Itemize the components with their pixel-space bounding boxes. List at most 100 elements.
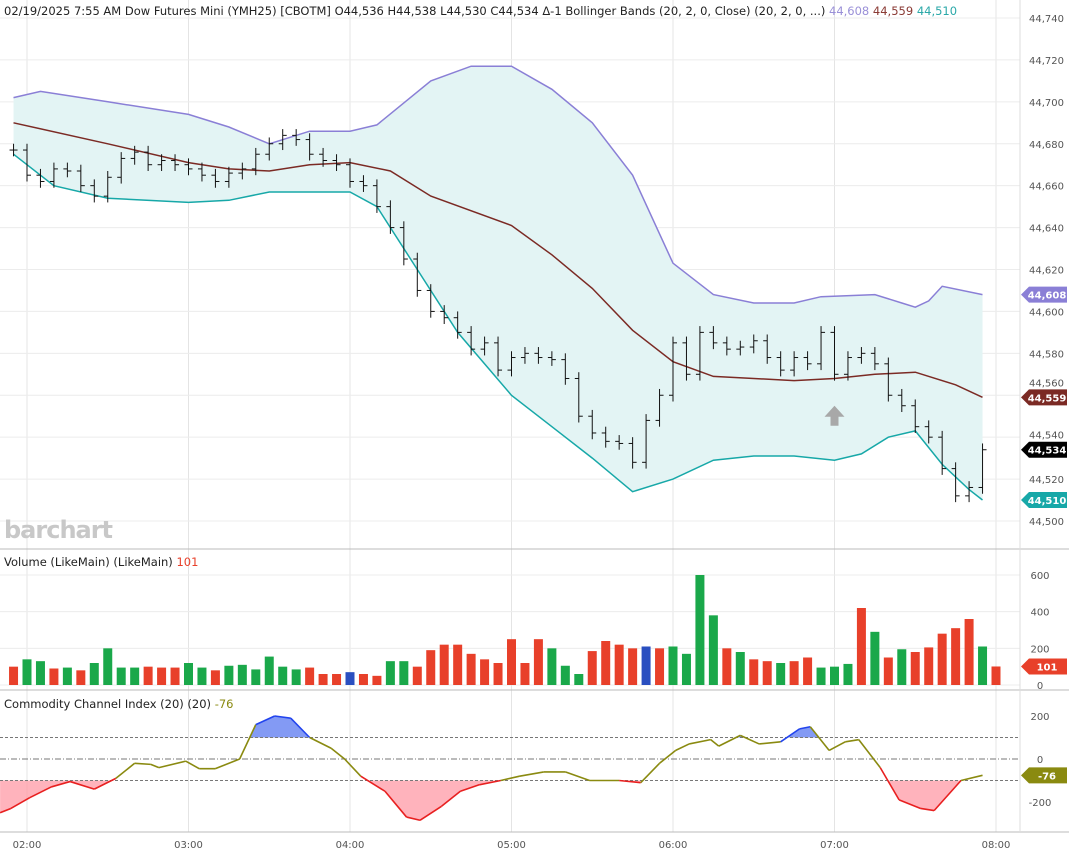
x-tick-label: 02:00 [13, 840, 42, 851]
volume-bar [762, 661, 772, 685]
volume-tag: 101 [1021, 658, 1067, 675]
volume-tag-text: 101 [1037, 662, 1058, 673]
price-bar [130, 145, 139, 165]
volume-tick-label: 0 [1037, 681, 1043, 692]
volume-bar [749, 659, 759, 685]
cci-label[interactable]: Commodity Channel Index (20) (20) [4, 697, 212, 711]
price-bar [413, 252, 422, 297]
volume-bar [76, 670, 86, 685]
cci-line-segment [828, 741, 846, 752]
upper-band-tag: 44,608 [1021, 286, 1067, 303]
indicator-label[interactable]: Bollinger Bands (20, 2, 0, Close) (20, 2… [565, 4, 826, 18]
volume-bar [89, 663, 99, 685]
last-price-tag-text: 44,534 [1028, 446, 1067, 457]
cci-line-segment [255, 715, 275, 726]
volume-bar [385, 661, 395, 685]
cci-line-segment [238, 724, 257, 760]
cci-line-segment [898, 799, 921, 810]
bollinger-band-fill [13, 66, 983, 501]
cci-value: -76 [214, 697, 234, 711]
price-bar [319, 147, 328, 167]
cci-line-segment [920, 807, 935, 812]
middle-band-tag-text: 44,559 [1028, 393, 1067, 404]
price-tick-label: 44,680 [1029, 140, 1064, 151]
cci-line-segment [69, 780, 95, 790]
price-bar [157, 154, 166, 171]
lower-band-value: 44,510 [916, 4, 958, 18]
price-bar [547, 351, 556, 366]
price-bar [184, 158, 193, 176]
cci-line-segment [115, 762, 136, 779]
cci-line-segment [619, 779, 641, 784]
price-bar [534, 347, 543, 364]
volume-bar [816, 667, 826, 685]
cci-line-segment [565, 771, 590, 782]
cci-line-segment [933, 779, 962, 812]
cci-line-segment [710, 739, 720, 747]
price-bar [426, 284, 435, 318]
volume-bar [560, 665, 570, 685]
volume-bar [197, 667, 207, 685]
volume-bar [170, 667, 180, 685]
price-bar [507, 351, 516, 377]
cci-header: Commodity Channel Index (20) (20) -76 [4, 697, 233, 711]
price-bar [857, 347, 866, 364]
lower-band-tag: 44,510 [1021, 492, 1067, 509]
volume-bar [507, 639, 516, 685]
price-bar [171, 154, 180, 171]
price-tick-label: 44,600 [1029, 307, 1064, 318]
price-bar [749, 334, 758, 354]
volume-bar [789, 661, 799, 685]
cci-line-segment [640, 762, 661, 784]
cci-line-segment [290, 717, 311, 739]
price-bar [628, 437, 637, 469]
volume-bar [574, 674, 584, 685]
cci-line-segment [780, 728, 800, 743]
change-value: Δ-1 [542, 4, 562, 18]
price-bar [615, 435, 624, 450]
cci-line-segment [519, 771, 544, 777]
price-bar [911, 399, 920, 433]
volume-bar [358, 674, 368, 685]
cci-line-segment [134, 762, 151, 766]
price-bar [830, 326, 839, 381]
upper-band-line [13, 65, 983, 309]
price-bar [763, 334, 772, 364]
cci-line-segment [150, 763, 160, 769]
cci-line-segment [759, 741, 781, 745]
cci-line-segment [215, 758, 240, 770]
volume-label[interactable]: Volume (LikeMain) (LikeMain) [4, 555, 173, 569]
price-tick-label: 44,700 [1029, 98, 1064, 109]
price-bar [265, 137, 274, 161]
cci-line-segment [330, 747, 346, 760]
cci-line-segment [274, 715, 291, 719]
cci-line-segment [158, 760, 186, 769]
volume-bar [533, 639, 543, 685]
price-bar [346, 158, 354, 188]
cci-line-segment [93, 777, 117, 790]
volume-bar [345, 672, 355, 685]
volume-bar [587, 651, 597, 685]
cci-line-segment [688, 738, 711, 745]
open-value: O44,536 [334, 4, 384, 18]
upper-band-tag-text: 44,608 [1028, 291, 1067, 302]
cci-line-segment [460, 784, 480, 793]
cci-negative-fill [0, 780, 983, 821]
price-tick-label: 44,500 [1029, 517, 1064, 528]
price-bar [601, 426, 610, 448]
price-bar [23, 143, 31, 182]
volume-tag-bg [1021, 658, 1067, 675]
cci-tick-label: 0 [1037, 755, 1043, 766]
volume-bar [735, 652, 745, 685]
price-tick-label: 44,540 [1029, 431, 1064, 442]
volume-value: 101 [176, 555, 199, 569]
cci-line-segment [659, 749, 677, 764]
price-bar [682, 336, 691, 381]
cci-line-segment [500, 775, 520, 782]
price-bar [197, 162, 206, 182]
symbol-name[interactable]: Dow Futures Mini (YMH25) [CBOTM] [124, 4, 331, 18]
price-bar [76, 164, 85, 192]
volume-bar [776, 663, 786, 685]
arrow-up-icon [824, 405, 845, 426]
